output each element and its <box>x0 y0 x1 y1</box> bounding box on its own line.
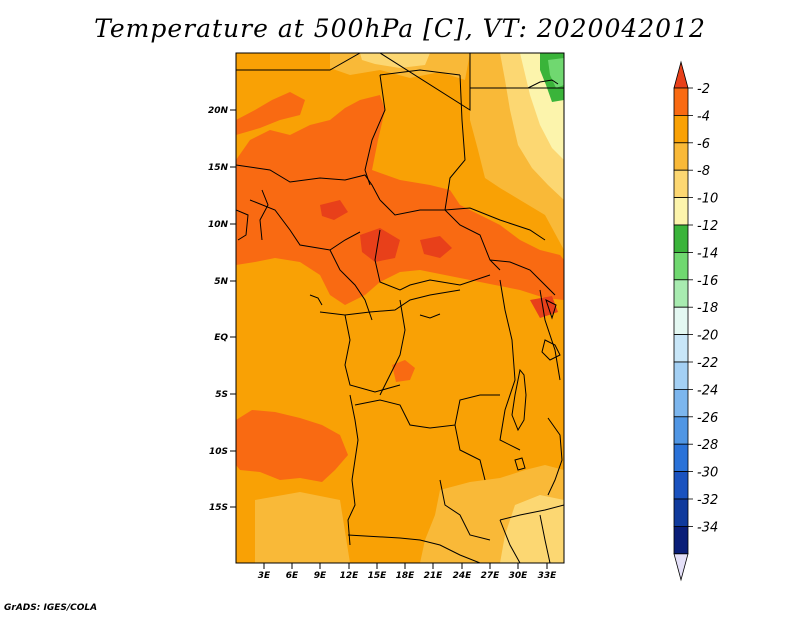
field-warm-band-north <box>236 95 564 305</box>
colorbar-swatch <box>673 169 689 198</box>
temperature-field <box>236 53 564 563</box>
colorbar-label: -34 <box>697 520 718 535</box>
lat-tick-label: 10N <box>208 220 229 230</box>
longitude-axis: 3E 6E 9E 12E 15E 18E 21E 24E 27E 30E 33E <box>258 563 557 581</box>
colorbar-swatch <box>673 416 689 445</box>
colorbar-label: -26 <box>697 411 718 426</box>
colorbar-swatch <box>673 361 689 390</box>
colorbar-swatch <box>673 306 689 336</box>
colorbar-label: -20 <box>697 329 718 344</box>
colorbar-swatch <box>673 279 689 308</box>
lon-tick-label: 33E <box>538 571 558 581</box>
lon-tick-label: 3E <box>258 571 271 581</box>
colorbar-swatch <box>673 334 689 363</box>
colorbar-label: -18 <box>697 301 718 316</box>
lon-tick-label: 12E <box>340 571 360 581</box>
lon-tick-label: 9E <box>314 571 327 581</box>
field-hot-core-3 <box>320 200 348 220</box>
colorbar-swatch <box>673 197 689 226</box>
colorbar-swatch <box>673 443 689 473</box>
colorbar-label: -4 <box>697 109 710 124</box>
lat-tick-label: 15S <box>209 503 228 513</box>
lon-tick-label: 18E <box>396 571 416 581</box>
field-s-cool <box>255 492 350 563</box>
map-frame <box>235 52 565 564</box>
lat-tick-label: 10S <box>209 447 228 457</box>
colorbar: -2 -4 -6 -8 -10 -12 -14 -16 -18 -20 -22 -24 -26 -28 -3… <box>673 60 718 582</box>
chart-title: Temperature at 500hPa [C], VT: 202004201… <box>94 14 706 43</box>
lon-tick-label: 24E <box>453 571 473 581</box>
lat-tick-label: 5S <box>215 390 228 400</box>
colorbar-label: -22 <box>697 356 718 371</box>
lat-tick-label: 20N <box>208 106 229 116</box>
colorbar-swatch <box>673 526 689 555</box>
colorbar-label: -32 <box>697 493 718 508</box>
field-hot-core-1 <box>360 228 400 262</box>
field-warm-west <box>236 92 305 135</box>
field-north-cooler <box>360 53 430 68</box>
field-ne-lightgreen <box>548 58 564 88</box>
lat-tick-label: 15N <box>208 163 229 173</box>
field-hot-core-2 <box>420 236 452 258</box>
field-se-cooler <box>500 495 564 563</box>
colorbar-swatch <box>673 142 689 171</box>
field-hot-core-4 <box>530 296 558 318</box>
colorbar-label: -24 <box>697 383 718 398</box>
latitude-axis: 20N 15N 10N 5N EQ 5S 10S 15S <box>208 106 236 513</box>
lon-tick-label: 27E <box>481 571 501 581</box>
colorbar-bottom-triangle <box>673 553 689 582</box>
field-warm-sw <box>236 410 348 482</box>
colorbar-swatch <box>673 224 689 253</box>
colorbar-label: -16 <box>697 274 718 289</box>
colorbar-swatch <box>673 87 689 116</box>
colorbar-top-triangle <box>673 60 689 89</box>
country-borders <box>236 53 564 563</box>
lon-tick-label: 21E <box>424 571 444 581</box>
colorbar-label: -10 <box>697 192 718 207</box>
lon-tick-label: 15E <box>368 571 388 581</box>
colorbar-label: -2 <box>697 82 710 97</box>
lon-tick-label: 6E <box>286 571 299 581</box>
field-warm-central <box>392 360 415 382</box>
colorbar-swatch <box>673 251 689 281</box>
colorbar-label: -6 <box>697 137 710 152</box>
colorbar-label: -14 <box>697 246 718 261</box>
colorbar-label: -8 <box>697 164 710 179</box>
colorbar-label: -30 <box>697 466 718 481</box>
colorbar-label: -12 <box>697 219 718 234</box>
lat-tick-label: 5N <box>214 277 228 287</box>
colorbar-swatch <box>673 471 689 500</box>
colorbar-swatch <box>673 388 689 418</box>
grads-credit: GrADS: IGES/COLA <box>4 603 98 613</box>
lat-tick-label: EQ <box>214 333 228 343</box>
colorbar-swatch <box>673 115 689 144</box>
colorbar-label: -28 <box>697 438 718 453</box>
lon-tick-label: 30E <box>509 571 529 581</box>
colorbar-swatch <box>673 498 689 527</box>
